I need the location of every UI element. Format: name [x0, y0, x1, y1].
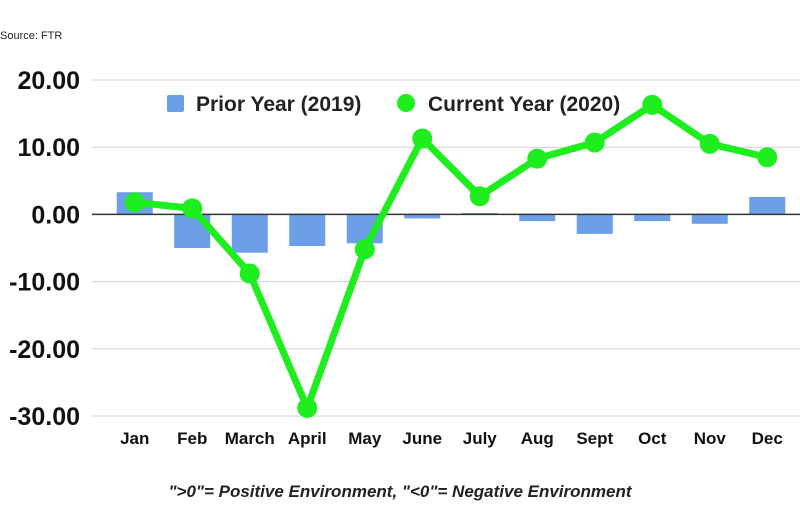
point-current-april: [297, 397, 318, 418]
x-tick-label: July: [463, 429, 498, 448]
x-axis-ticks: Jan Feb March April May June July Aug Sept Oct Nov…: [120, 429, 783, 448]
point-current-june: [412, 128, 433, 149]
point-current-aug: [527, 148, 548, 169]
legend: Prior Year (2019) Current Year (2020): [167, 93, 620, 116]
point-current-oct: [642, 94, 663, 115]
bar-prior-sept: [576, 214, 613, 234]
x-tick-label: June: [402, 429, 442, 448]
x-tick-label: May: [348, 429, 382, 448]
footnote: ">0"= Positive Environment, "<0"= Negati…: [168, 482, 632, 501]
y-tick-label: 10.00: [17, 134, 80, 162]
source-note: Source: FTR: [0, 30, 63, 42]
legend-swatch-prior-year: [167, 95, 184, 112]
gridlines: [92, 79, 800, 417]
x-tick-label: March: [225, 429, 275, 448]
bar-prior-aug: [519, 214, 556, 222]
prior-year-bars: [116, 192, 786, 253]
x-tick-label: Sept: [576, 429, 613, 448]
point-current-nov: [699, 133, 720, 154]
y-tick-label: 0.00: [31, 201, 80, 229]
bar-prior-dec: [749, 196, 786, 215]
current-year-line-layer: [124, 94, 778, 418]
bar-prior-june: [404, 214, 441, 219]
point-current-march: [239, 263, 260, 284]
x-tick-label: Nov: [694, 429, 727, 448]
bar-prior-march: [231, 214, 268, 253]
y-tick-label: 20.00: [17, 67, 80, 95]
y-axis-ticks: 20.00 10.00 0.00 -10.00 -20.00 -30.00: [9, 67, 80, 431]
x-tick-label: Aug: [521, 429, 554, 448]
current-year-line: [131, 101, 771, 412]
legend-marker-current-year: [397, 94, 415, 112]
x-tick-label: April: [288, 429, 327, 448]
bar-prior-oct: [634, 214, 671, 222]
point-current-dec: [757, 147, 778, 168]
legend-label-current-year: Current Year (2020): [428, 93, 620, 116]
point-current-july: [469, 186, 490, 207]
point-current-may: [354, 239, 375, 260]
legend-label-prior-year: Prior Year (2019): [196, 93, 361, 116]
y-tick-label: -20.00: [9, 336, 80, 364]
x-tick-label: Dec: [752, 429, 783, 448]
bar-prior-april: [289, 214, 326, 246]
y-tick-label: -10.00: [9, 269, 80, 297]
y-tick-label: -30.00: [9, 403, 80, 431]
x-tick-label: Oct: [638, 429, 667, 448]
point-current-sept: [584, 132, 605, 153]
point-current-feb: [182, 198, 203, 219]
point-current-jan: [124, 192, 145, 213]
bar-prior-nov: [691, 214, 728, 224]
x-tick-label: Feb: [177, 429, 207, 448]
x-tick-label: Jan: [120, 429, 149, 448]
